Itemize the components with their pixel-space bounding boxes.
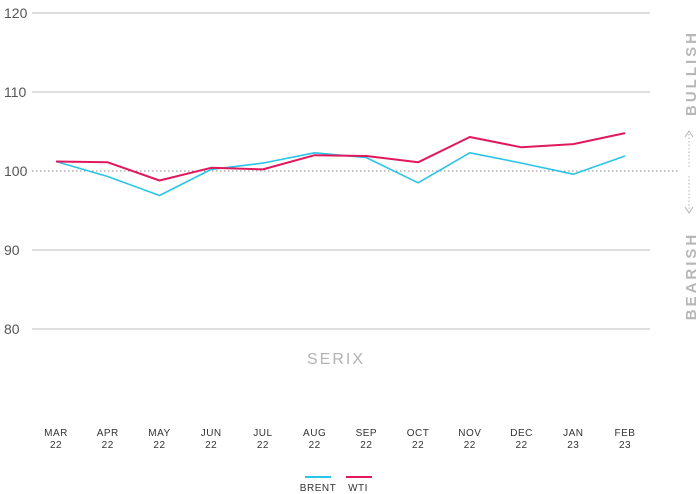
x-tick-label: JAN 23 <box>563 428 583 451</box>
y-tick-label: 110 <box>4 84 27 100</box>
y-tick-label: 90 <box>4 242 20 258</box>
x-tick-label: MAR 22 <box>44 428 68 451</box>
bearish-arrow-icon <box>684 206 694 214</box>
legend: BRENT WTI <box>300 476 372 494</box>
x-tick-label: NOV 22 <box>458 428 481 451</box>
y-tick-label: 120 <box>4 5 28 21</box>
x-tick-label: AUG 22 <box>303 428 326 451</box>
series-line-wti <box>55 132 626 182</box>
legend-label-wti: WTI <box>348 483 368 494</box>
x-tick-label: MAY 22 <box>148 428 170 451</box>
x-tick-label: FEB 23 <box>615 428 636 451</box>
x-axis-ticks: MAR 22 APR 22 MAY 22 JUN 22 JUL 22 AUG 22 SEP 22 OCT 22… <box>44 428 635 451</box>
x-tick-label: APR 22 <box>97 428 119 451</box>
bullish-label: BULLISH <box>683 30 700 116</box>
x-tick-label: SEP 22 <box>356 428 378 451</box>
x-tick-label: JUL 22 <box>253 428 272 451</box>
series-lines <box>55 132 626 197</box>
y-tick-label: 80 <box>4 321 20 337</box>
y-axis-ticks: 80 90 100 110 120 <box>4 5 28 337</box>
grid-lines <box>32 12 650 330</box>
y-tick-label: 100 <box>4 163 28 179</box>
x-tick-label: OCT 22 <box>407 428 430 451</box>
bullish-arrow-icon <box>684 130 694 138</box>
x-tick-label: JUN 22 <box>201 428 222 451</box>
x-tick-label: DEC 22 <box>510 428 533 451</box>
sentiment-indicator: BULLISH BEARISH <box>683 30 700 320</box>
legend-label-brent: BRENT <box>300 483 336 494</box>
chart-center-label: SERIX <box>307 351 365 368</box>
bearish-label: BEARISH <box>683 232 700 321</box>
